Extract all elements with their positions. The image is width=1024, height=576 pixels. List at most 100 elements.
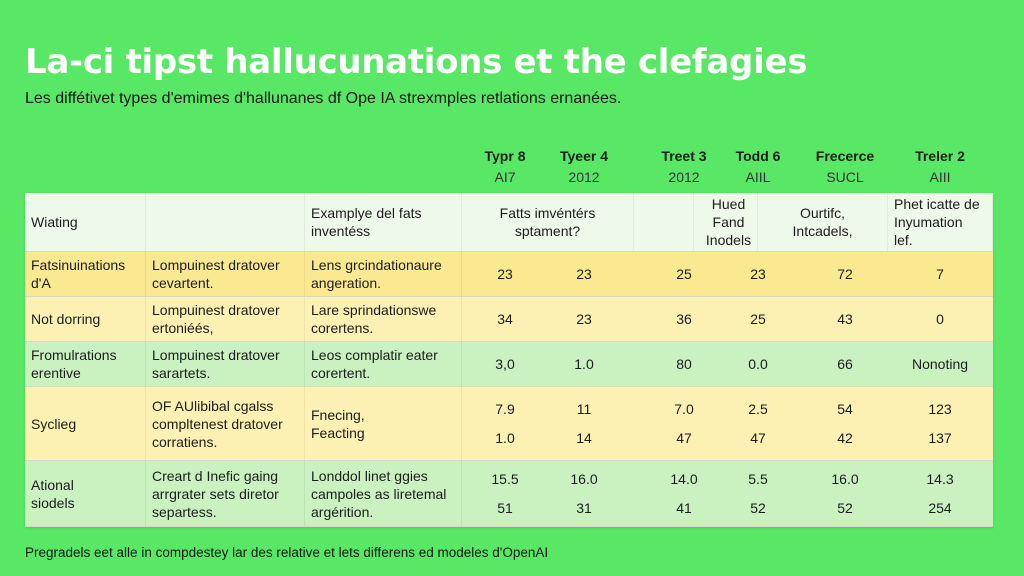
value-cell: 36 — [639, 297, 729, 341]
column-header-name: Tyeer 4 — [560, 148, 608, 164]
header-cell: Phet icatte de Inyumation lef. — [888, 193, 993, 251]
row-example: Londdol linet ggies campoles as liretemal… — [305, 461, 462, 526]
row-description-text: compltenest dratover — [152, 415, 283, 432]
value-cell: 66 — [800, 342, 890, 386]
value-cell-text: 34 — [497, 310, 513, 327]
value-cell-text: 52 — [750, 499, 766, 516]
row-example-text: argérition. — [311, 503, 374, 520]
value-cell-text: 7.9 — [495, 400, 515, 417]
row-description-text: OF AUlibibal cgalss — [152, 397, 274, 414]
row-description: OF AUlibibal cgalss compltenest dratover c… — [146, 387, 305, 460]
column-header-sub: 2012 — [568, 169, 600, 185]
value-cell-text: 23 — [576, 310, 592, 327]
value-cell-text: 14.3 — [926, 470, 954, 487]
row-example-text: campoles as liretemal — [311, 485, 447, 502]
column-header: Treet 3 2012 — [629, 146, 739, 188]
row-label-text: d'A — [31, 275, 51, 291]
table-row: Fatsinuinations d'A Lompuinest dratover cev… — [25, 252, 993, 297]
value-cell: 7 — [895, 252, 985, 296]
header-cell-text: Fatts imvéntérs — [499, 205, 596, 221]
value-cell-text: 16.0 — [570, 470, 598, 487]
value-cell-text: 137 — [928, 429, 952, 446]
value-cell: 123 137 — [895, 387, 985, 460]
row-description: Lompuinest dratover cevartent. — [146, 252, 305, 296]
row-label-text: Wiating — [31, 214, 78, 230]
column-header-sub: SUCL — [826, 169, 864, 185]
value-cell: 34 — [460, 297, 550, 341]
column-header-sub: 2012 — [668, 169, 700, 185]
value-cell: 0.0 — [713, 342, 803, 386]
row-example-text: inventéss — [311, 223, 371, 239]
column-header-sub: AI7 — [494, 169, 516, 185]
row-label: Wiating — [25, 193, 146, 251]
row-description — [146, 193, 305, 251]
value-cell-text: 16.0 — [831, 470, 859, 487]
row-description-text: Lompuinest dratover — [152, 302, 280, 318]
row-label-text: Syclieg — [31, 415, 77, 432]
row-example: Fnecing, Feacting — [305, 387, 462, 460]
value-cell: 23 — [713, 252, 803, 296]
header-cell: Hued Fand Inodels — [700, 193, 758, 251]
row-description-text: cevartent. — [152, 275, 214, 291]
value-cell-text: 47 — [750, 429, 766, 446]
row-description-text: arrgrater sets diretor — [152, 485, 279, 502]
value-cell-text: 23 — [750, 265, 766, 282]
value-cell-text: 23 — [497, 265, 513, 282]
table-row: Not dorring Lompuinest dratover ertoniéés,… — [25, 297, 993, 342]
value-cell-text: 36 — [676, 310, 692, 327]
value-cell: 0 — [895, 297, 985, 341]
value-cell-text: 0.0 — [748, 355, 768, 372]
value-cell-text: Nonoting — [911, 355, 969, 372]
row-description-text: Creart d Inefic gaing — [152, 467, 279, 484]
value-cell-text: 5.5 — [748, 470, 768, 487]
row-example-text: Londdol linet ggies — [311, 467, 428, 484]
value-cell-text: 25 — [750, 310, 766, 327]
footnote: Pregradels eet alle in compdestey lar de… — [25, 545, 549, 560]
header-cell-text: Ourtifc, — [799, 205, 846, 221]
value-cell-text: 25 — [676, 265, 692, 282]
value-cell: 16.0 52 — [800, 461, 890, 526]
value-cell: 14.3 254 — [895, 461, 985, 526]
page-title: La-ci tipst hallucunations et the clefag… — [25, 42, 808, 82]
column-header: Frecerce SUCL — [790, 146, 900, 188]
row-description: Lompuinest dratover ertoniéés, — [146, 297, 305, 341]
value-cell: 72 — [800, 252, 890, 296]
row-example-text: corertens. — [311, 320, 374, 336]
page-subtitle: Les diffétivet types d'emimes d'hallunan… — [25, 90, 622, 107]
header-cell: Fatts imvéntérs sptament? — [462, 193, 634, 251]
row-example: Examplye del fats inventéss — [305, 193, 462, 251]
value-cell: 3,0 — [460, 342, 550, 386]
value-cell-text: 47 — [676, 429, 692, 446]
row-description-text: corratiens. — [152, 433, 218, 450]
row-example: Leos complatir eater corertent. — [305, 342, 462, 386]
row-description-text: sarartets. — [152, 365, 211, 381]
value-cell-text: 2.5 — [748, 400, 768, 417]
value-cell-text: 51 — [497, 499, 513, 516]
row-example-text: Fnecing, — [311, 406, 365, 423]
column-header: Treler 2 AIII — [885, 146, 995, 188]
value-cell: Nonoting — [895, 342, 985, 386]
value-cell: 25 — [639, 252, 729, 296]
header-cell-text: Inyumation — [894, 214, 963, 230]
value-cell-text: 3,0 — [495, 355, 515, 372]
value-cell-text: 31 — [576, 499, 592, 516]
row-example-text: Examplye del fats — [311, 205, 422, 221]
column-header-name: Treet 3 — [661, 148, 707, 164]
row-description: Creart d Inefic gaing arrgrater sets dire… — [146, 461, 305, 526]
value-cell-text: 52 — [837, 499, 853, 516]
value-cell-text: 42 — [837, 429, 853, 446]
table-row: Fromulrations erentive Lompuinest dratover… — [25, 342, 993, 387]
row-label-text: Fromulrations — [31, 347, 117, 363]
column-header: Tyeer 4 2012 — [529, 146, 639, 188]
row-label-text: Not dorring — [31, 311, 101, 327]
value-cell-text: 80 — [676, 355, 692, 372]
value-cell-text: 254 — [928, 499, 952, 516]
value-cell-text: 14 — [576, 429, 592, 446]
row-label: Fatsinuinations d'A — [25, 252, 146, 296]
value-cell: 1.0 — [539, 342, 629, 386]
data-table: Wiating Examplye del fats inventéss Fatts i… — [25, 193, 993, 527]
value-cell-text: 72 — [837, 265, 853, 282]
value-cell: 23 — [460, 252, 550, 296]
value-cell-text: 11 — [576, 400, 592, 417]
value-cell-text: 123 — [928, 400, 952, 417]
